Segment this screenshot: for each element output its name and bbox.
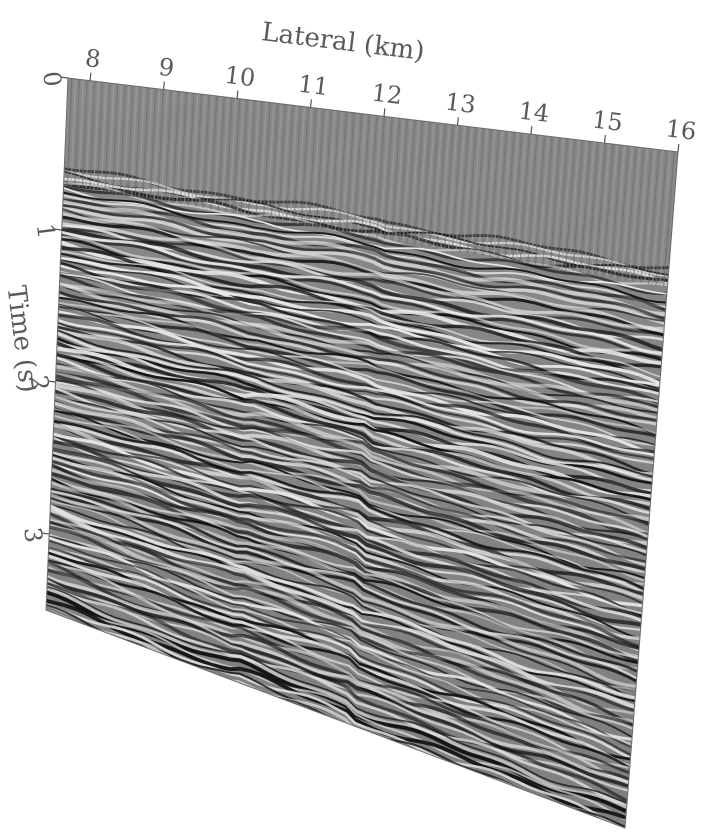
x-tick-label: 16 <box>664 114 698 146</box>
x-axis: 8 9 10 11 12 13 14 15 16 <box>84 44 698 153</box>
y-tick-label: 3 <box>18 526 48 545</box>
x-tick-mark <box>677 143 680 153</box>
y-tick-label: 0 <box>37 70 67 89</box>
y-tick-label: 1 <box>31 222 61 241</box>
x-tick-mark <box>236 90 239 99</box>
y-tick-label: 2 <box>25 374 55 393</box>
x-tick-mark <box>309 99 312 108</box>
x-tick-mark <box>383 108 386 117</box>
x-tick-label: 13 <box>444 88 478 120</box>
y-tick-mark <box>53 228 62 231</box>
x-axis-title: Lateral (km) <box>260 17 426 67</box>
x-tick-label: 10 <box>223 61 257 93</box>
x-tick-label: 15 <box>591 105 625 137</box>
y-tick-mark <box>47 380 56 383</box>
x-tick-mark <box>162 81 165 90</box>
x-tick-mark <box>530 126 533 135</box>
y-axis-title: Time (s) <box>0 284 43 394</box>
x-tick-mark <box>603 135 606 144</box>
x-tick-label: 8 <box>84 44 103 74</box>
y-axis: 0 1 2 3 <box>18 70 69 545</box>
x-tick-mark <box>456 117 459 126</box>
panel-frame <box>45 77 679 829</box>
y-tick-mark <box>59 76 69 79</box>
x-tick-label: 11 <box>297 70 331 102</box>
x-tick-label: 9 <box>157 53 176 83</box>
y-tick-mark <box>41 532 50 535</box>
x-tick-mark <box>89 72 92 81</box>
x-tick-label: 12 <box>370 79 404 111</box>
x-tick-label: 14 <box>517 97 551 129</box>
